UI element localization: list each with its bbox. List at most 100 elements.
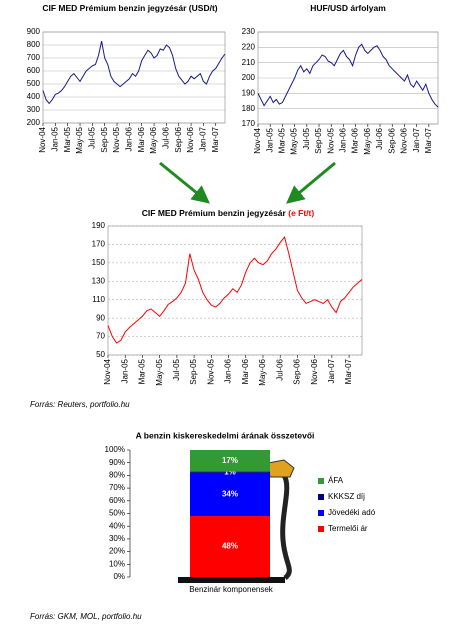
x-tick-label: Jul-05 (172, 358, 181, 380)
x-tick-label: Benzinár komponensek (189, 585, 274, 594)
pump-hose (269, 467, 292, 580)
x-tick-label: Mar-07 (424, 127, 433, 153)
legend-label: Jövedéki adó (328, 508, 376, 517)
x-tick-label: Jul-06 (161, 126, 170, 148)
y-tick-label: 70 (96, 332, 105, 341)
y-tick-label: 200 (27, 118, 41, 127)
x-tick-label: Mar-07 (344, 358, 353, 384)
chart-title: CIF MED Prémium benzin jegyzésár (USD/t) (42, 3, 217, 13)
x-tick-label: Jan-06 (224, 358, 233, 383)
x-tick-label: Jan-07 (412, 127, 421, 152)
x-tick-label: Sep-05 (314, 127, 323, 153)
x-tick-label: Nov-04 (103, 358, 112, 384)
y-tick-label: 220 (242, 42, 256, 51)
x-tick-label: Sep-05 (100, 126, 109, 152)
x-tick-label: Jul-06 (275, 358, 284, 380)
x-tick-label: Jan-05 (265, 127, 274, 152)
x-tick-label: Jan-06 (339, 127, 348, 152)
x-tick-label: Jul-05 (302, 127, 311, 149)
y-tick-label: 800 (27, 40, 41, 49)
chart-title: A benzin kiskereskedelmi árának összetev… (136, 430, 315, 440)
y-tick-label: 150 (92, 258, 106, 267)
y-tick-label: 190 (92, 221, 106, 230)
x-tick-label: May-05 (75, 126, 84, 153)
y-tick-label: 70% (109, 483, 125, 492)
value-label: 48% (222, 542, 238, 551)
x-tick-label: Mar-06 (241, 358, 250, 384)
legend-swatch (318, 526, 324, 532)
line (42, 40, 226, 105)
legend-label: KKKSZ díj (328, 492, 365, 501)
arrow (286, 161, 336, 204)
y-tick-label: 180 (242, 104, 256, 113)
source: Forrás: Reuters, portfolio.hu (30, 400, 130, 409)
bar-base (178, 577, 285, 583)
y-tick-label: 50% (109, 509, 125, 518)
value-label: 1% (224, 467, 236, 476)
y-tick-label: 30% (109, 534, 125, 543)
y-tick-label: 700 (27, 53, 41, 62)
title-text: CIF MED Prémium benzin jegyzésár (142, 208, 287, 218)
x-tick-label: Sep-06 (174, 126, 183, 152)
bar-segment (190, 472, 270, 517)
x-tick-label: Nov-05 (206, 358, 215, 384)
x-tick-label: Jan-07 (327, 358, 336, 383)
x-tick-label: Jul-05 (87, 126, 96, 148)
bar-segment (190, 450, 270, 472)
y-tick-label: 130 (92, 276, 106, 285)
x-tick-label: Nov-06 (310, 358, 319, 384)
x-tick-label: Jul-06 (375, 127, 384, 149)
x-tick-label: May-06 (258, 358, 267, 385)
x-tick-label: Mar-07 (211, 126, 220, 152)
y-tick-label: 600 (27, 66, 41, 75)
x-tick-label: Nov-06 (186, 126, 195, 152)
value-label: 17% (222, 456, 238, 465)
x-tick-label: Nov-05 (326, 127, 335, 153)
plot-frame (107, 225, 363, 356)
x-tick-label: Nov-04 (253, 127, 262, 153)
x-tick-label: Sep-05 (189, 358, 198, 384)
y-tick-label: 90% (109, 458, 125, 467)
y-tick-label: 60% (109, 496, 125, 505)
x-tick-label: Mar-05 (63, 126, 72, 152)
y-tick-label: 40% (109, 521, 125, 530)
bar-segment (190, 471, 270, 473)
chart-title: CIF MED Prémium benzin jegyzésár (e Ft/t… (142, 208, 315, 218)
legend-swatch (318, 494, 324, 500)
plot-frame (42, 31, 226, 124)
line (107, 235, 363, 344)
y-tick-label: 90 (96, 313, 105, 322)
value-label: 34% (222, 490, 238, 499)
x-tick-label: Jan-05 (50, 126, 59, 151)
arrow (159, 161, 210, 204)
y-tick-label: 230 (242, 27, 256, 36)
legend-label: ÁFA (328, 476, 344, 485)
x-tick-label: May-06 (149, 126, 158, 153)
y-tick-label: 20% (109, 547, 125, 556)
y-tick-label: 100% (105, 445, 125, 454)
source: Forrás: GKM, MOL, portfolio.hu (30, 612, 142, 621)
title-text: CIF MED Prémium benzin jegyzésár (USD/t) (42, 3, 217, 13)
legend-swatch (318, 478, 324, 484)
y-tick-label: 50 (96, 350, 105, 359)
line (257, 43, 439, 108)
x-tick-label: Nov-05 (112, 126, 121, 152)
bar-segment (190, 516, 270, 577)
y-tick-label: 170 (242, 119, 256, 128)
x-tick-label: Sep-06 (293, 358, 302, 384)
x-tick-label: Mar-05 (278, 127, 287, 153)
x-tick-label: May-05 (155, 358, 164, 385)
y-tick-label: 200 (242, 73, 256, 82)
pump-nozzle (267, 459, 295, 478)
chart-title: HUF/USD árfolyam (310, 3, 386, 13)
title-suffix: (e Ft/t) (288, 208, 314, 218)
x-tick-label: Mar-06 (351, 127, 360, 153)
y-tick-label: 80% (109, 471, 125, 480)
y-tick-label: 0% (113, 572, 125, 581)
x-tick-label: Jan-06 (124, 126, 133, 151)
x-tick-label: May-06 (363, 127, 372, 154)
y-tick-label: 500 (27, 79, 41, 88)
legend-label: Termelői ár (328, 524, 368, 533)
